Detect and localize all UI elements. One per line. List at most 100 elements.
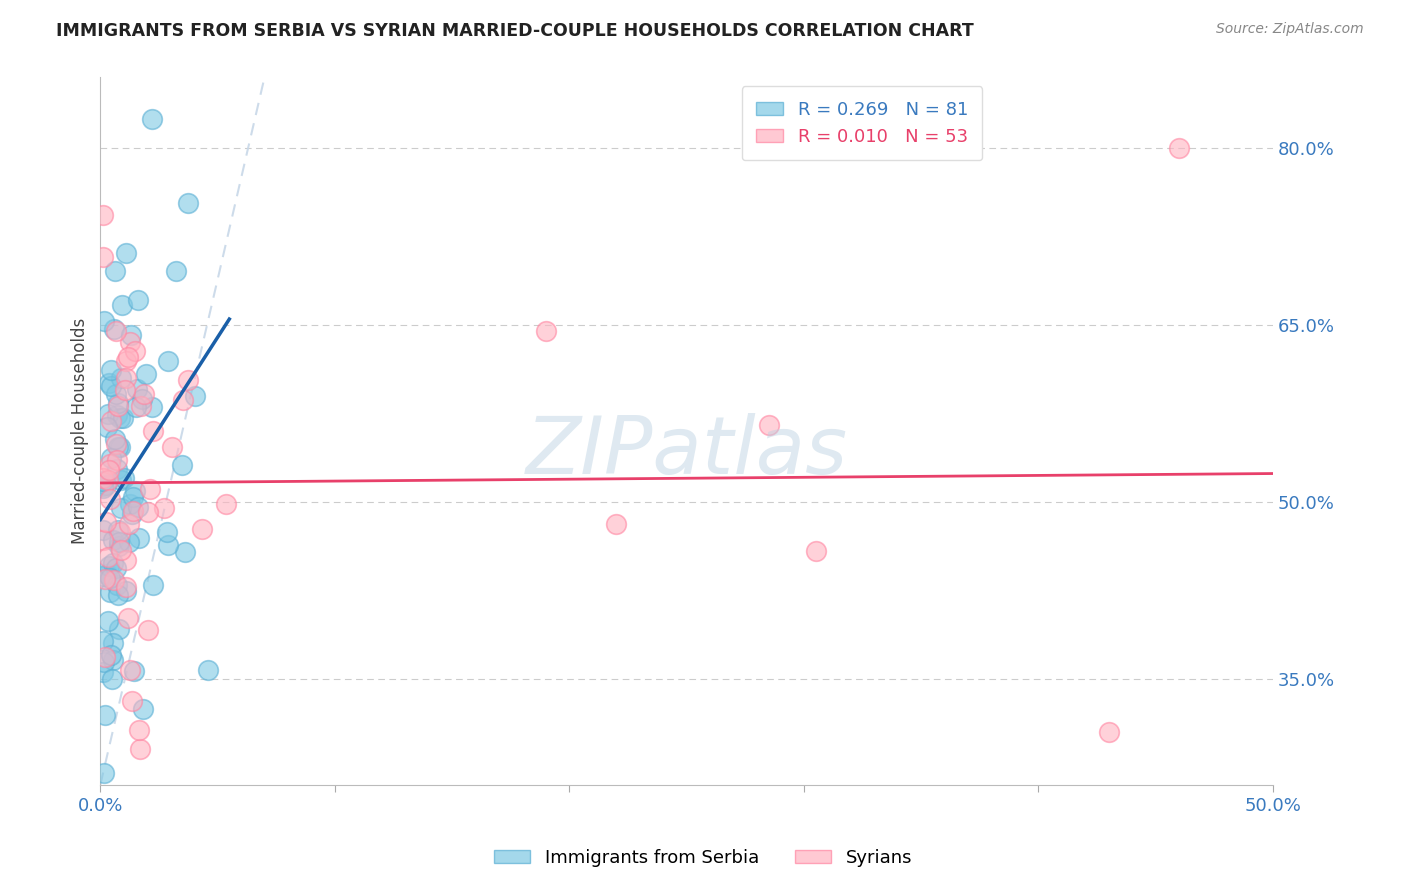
Point [758, 418, 780, 433]
Point [91, 481, 114, 495]
Point [94, 650, 117, 665]
Point [114, 383, 136, 397]
Point [103, 573, 125, 587]
Point [121, 694, 143, 708]
Point [93, 314, 115, 328]
Point [100, 379, 122, 393]
Point [100, 648, 122, 662]
Point [103, 322, 125, 336]
Point [107, 523, 129, 537]
Point [120, 497, 142, 511]
Point [177, 373, 200, 387]
Point [91, 633, 114, 648]
Legend: R = 0.269   N = 81, R = 0.010   N = 53: R = 0.269 N = 81, R = 0.010 N = 53 [741, 87, 983, 161]
Point [94, 478, 117, 492]
Point [98, 457, 121, 471]
Point [107, 589, 129, 603]
Point [135, 367, 157, 381]
Point [98, 376, 121, 390]
Point [139, 482, 162, 496]
Point [125, 401, 148, 415]
Point [105, 452, 128, 467]
Point [93, 655, 115, 669]
Legend: Immigrants from Serbia, Syrians: Immigrants from Serbia, Syrians [486, 842, 920, 874]
Point [100, 362, 122, 376]
Point [112, 471, 135, 485]
Point [136, 505, 159, 519]
Point [132, 387, 155, 401]
Point [156, 524, 179, 539]
Point [141, 112, 163, 126]
Point [605, 516, 627, 531]
Point [97, 463, 120, 477]
Point [114, 583, 136, 598]
Point [115, 552, 138, 566]
Point [108, 535, 131, 549]
Point [162, 440, 184, 454]
Point [153, 500, 176, 515]
Text: Source: ZipAtlas.com: Source: ZipAtlas.com [1216, 22, 1364, 37]
Point [104, 264, 127, 278]
Point [98, 492, 121, 507]
Point [105, 578, 128, 592]
Point [110, 473, 132, 487]
Text: IMMIGRANTS FROM SERBIA VS SYRIAN MARRIED-COUPLE HOUSEHOLDS CORRELATION CHART: IMMIGRANTS FROM SERBIA VS SYRIAN MARRIED… [56, 22, 974, 40]
Point [97, 614, 120, 628]
Point [122, 664, 145, 678]
Point [91, 471, 114, 485]
Point [103, 653, 125, 667]
Point [97, 473, 120, 487]
Point [97, 407, 120, 421]
Point [108, 441, 131, 455]
Point [138, 623, 160, 637]
Point [165, 264, 187, 278]
Point [91, 479, 114, 493]
Point [215, 497, 238, 511]
Point [121, 504, 143, 518]
Point [128, 741, 150, 756]
Point [115, 246, 138, 260]
Point [107, 440, 129, 454]
Point [127, 293, 149, 308]
Point [128, 723, 150, 738]
Point [108, 410, 131, 425]
Point [91, 208, 114, 222]
Point [91, 533, 114, 548]
Point [104, 437, 127, 451]
Point [96, 420, 118, 434]
Point [100, 571, 122, 585]
Point [120, 663, 142, 677]
Point [127, 500, 149, 514]
Text: ZIPatlas: ZIPatlas [526, 413, 848, 491]
Point [104, 386, 127, 401]
Point [121, 507, 143, 521]
Point [107, 539, 129, 553]
Point [534, 324, 557, 338]
Point [170, 458, 193, 472]
Point [94, 708, 117, 723]
Point [104, 432, 127, 446]
Point [101, 556, 124, 570]
Point [156, 354, 179, 368]
Point [98, 584, 121, 599]
Point [118, 335, 141, 350]
Point [131, 392, 153, 406]
Point [142, 424, 165, 438]
Point [105, 462, 128, 476]
Point [111, 298, 134, 312]
Point [97, 550, 120, 565]
Point [183, 389, 205, 403]
Point [115, 354, 138, 368]
Point [191, 522, 214, 536]
Point [101, 636, 124, 650]
Point [94, 572, 117, 586]
Point [118, 535, 141, 549]
Point [128, 531, 150, 545]
Point [104, 560, 127, 574]
Point [114, 581, 136, 595]
Point [104, 324, 127, 338]
Point [91, 665, 114, 679]
Point [197, 663, 219, 677]
Point [103, 533, 125, 548]
Point [111, 411, 134, 425]
